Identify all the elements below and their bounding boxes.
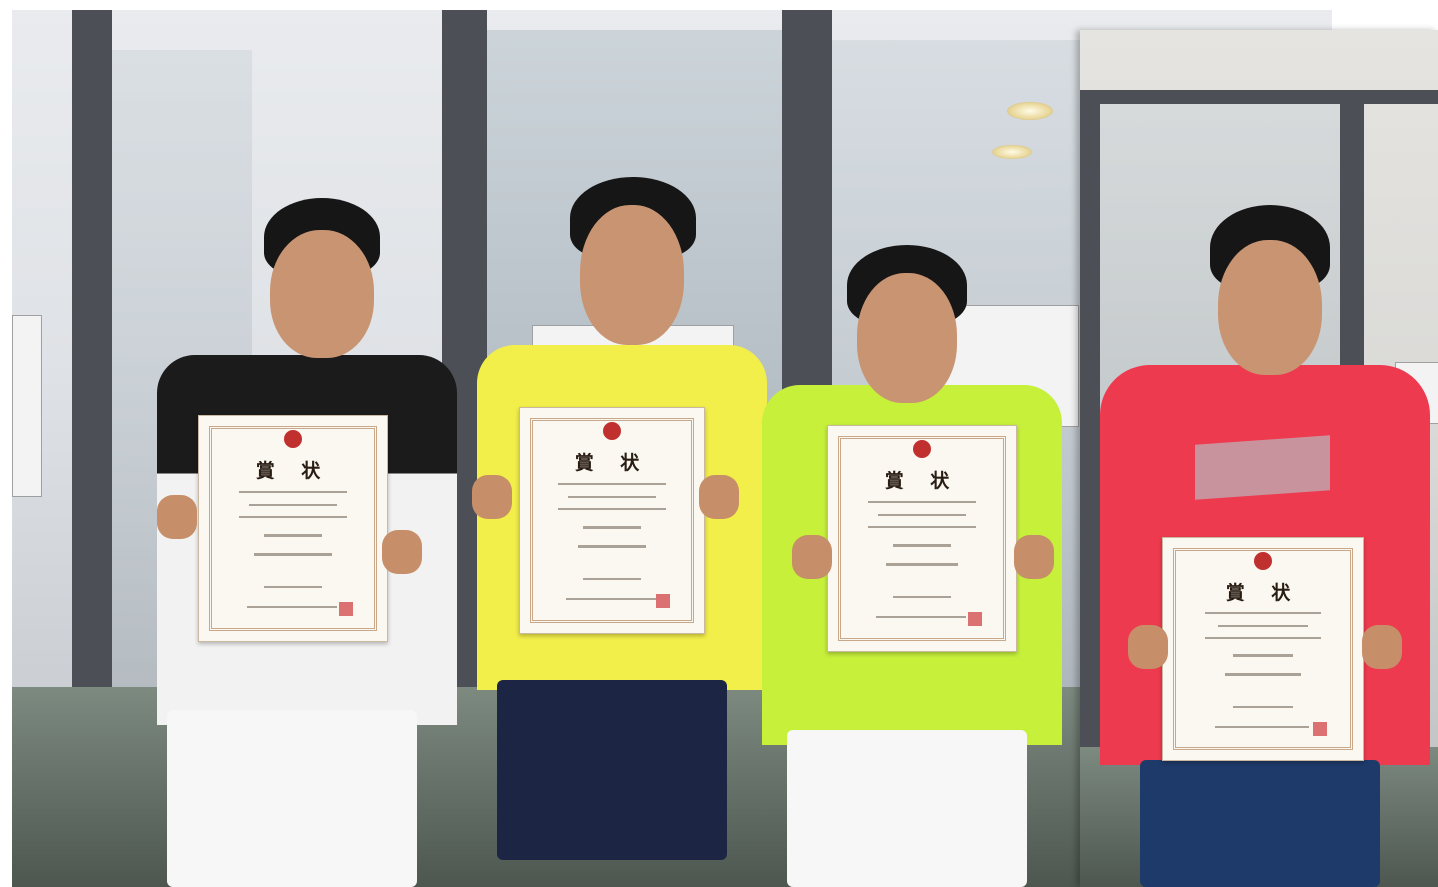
hand [157, 495, 197, 539]
shorts [1140, 760, 1380, 887]
hand [472, 475, 512, 519]
seal-stamp [339, 602, 353, 616]
shorts [167, 710, 417, 887]
hand [1362, 625, 1402, 669]
person-2: 賞 状 [467, 175, 777, 887]
inset-photo: 賞 状 [1080, 30, 1438, 887]
award-certificate: 賞 状 [827, 425, 1017, 652]
seal-stamp [1313, 722, 1327, 736]
ceiling-light [992, 145, 1032, 159]
face [857, 273, 957, 403]
certificate-emblem [284, 430, 302, 448]
certificate-emblem [603, 422, 621, 440]
ceiling-light [1007, 102, 1053, 120]
award-certificate: 賞 状 [1162, 537, 1364, 761]
face [580, 205, 684, 345]
certificate-emblem [1254, 552, 1272, 570]
face [1218, 240, 1322, 375]
hand [1014, 535, 1054, 579]
seal-stamp [656, 594, 670, 608]
hand [1128, 625, 1168, 669]
certificate-title: 賞 状 [574, 452, 650, 474]
person-4: 賞 状 [1100, 205, 1430, 887]
ceiling-beam [1080, 90, 1438, 104]
door-frame [1080, 90, 1100, 887]
award-certificate: 賞 状 [519, 407, 705, 634]
hoodie-logo [1195, 435, 1330, 500]
person-1: 賞 状 [142, 190, 472, 887]
person-3: 賞 状 [752, 235, 1072, 887]
award-certificate: 賞 状 [198, 415, 388, 642]
shorts [787, 730, 1027, 887]
certificate-title: 賞 状 [1225, 582, 1301, 604]
certificate-emblem [913, 440, 931, 458]
certificate-title: 賞 状 [884, 470, 960, 492]
shorts [497, 680, 727, 860]
face [270, 230, 374, 358]
hand [699, 475, 739, 519]
hand [382, 530, 422, 574]
hand [792, 535, 832, 579]
certificate-title: 賞 状 [255, 460, 331, 482]
seal-stamp [968, 612, 982, 626]
wall-notice [12, 315, 42, 497]
